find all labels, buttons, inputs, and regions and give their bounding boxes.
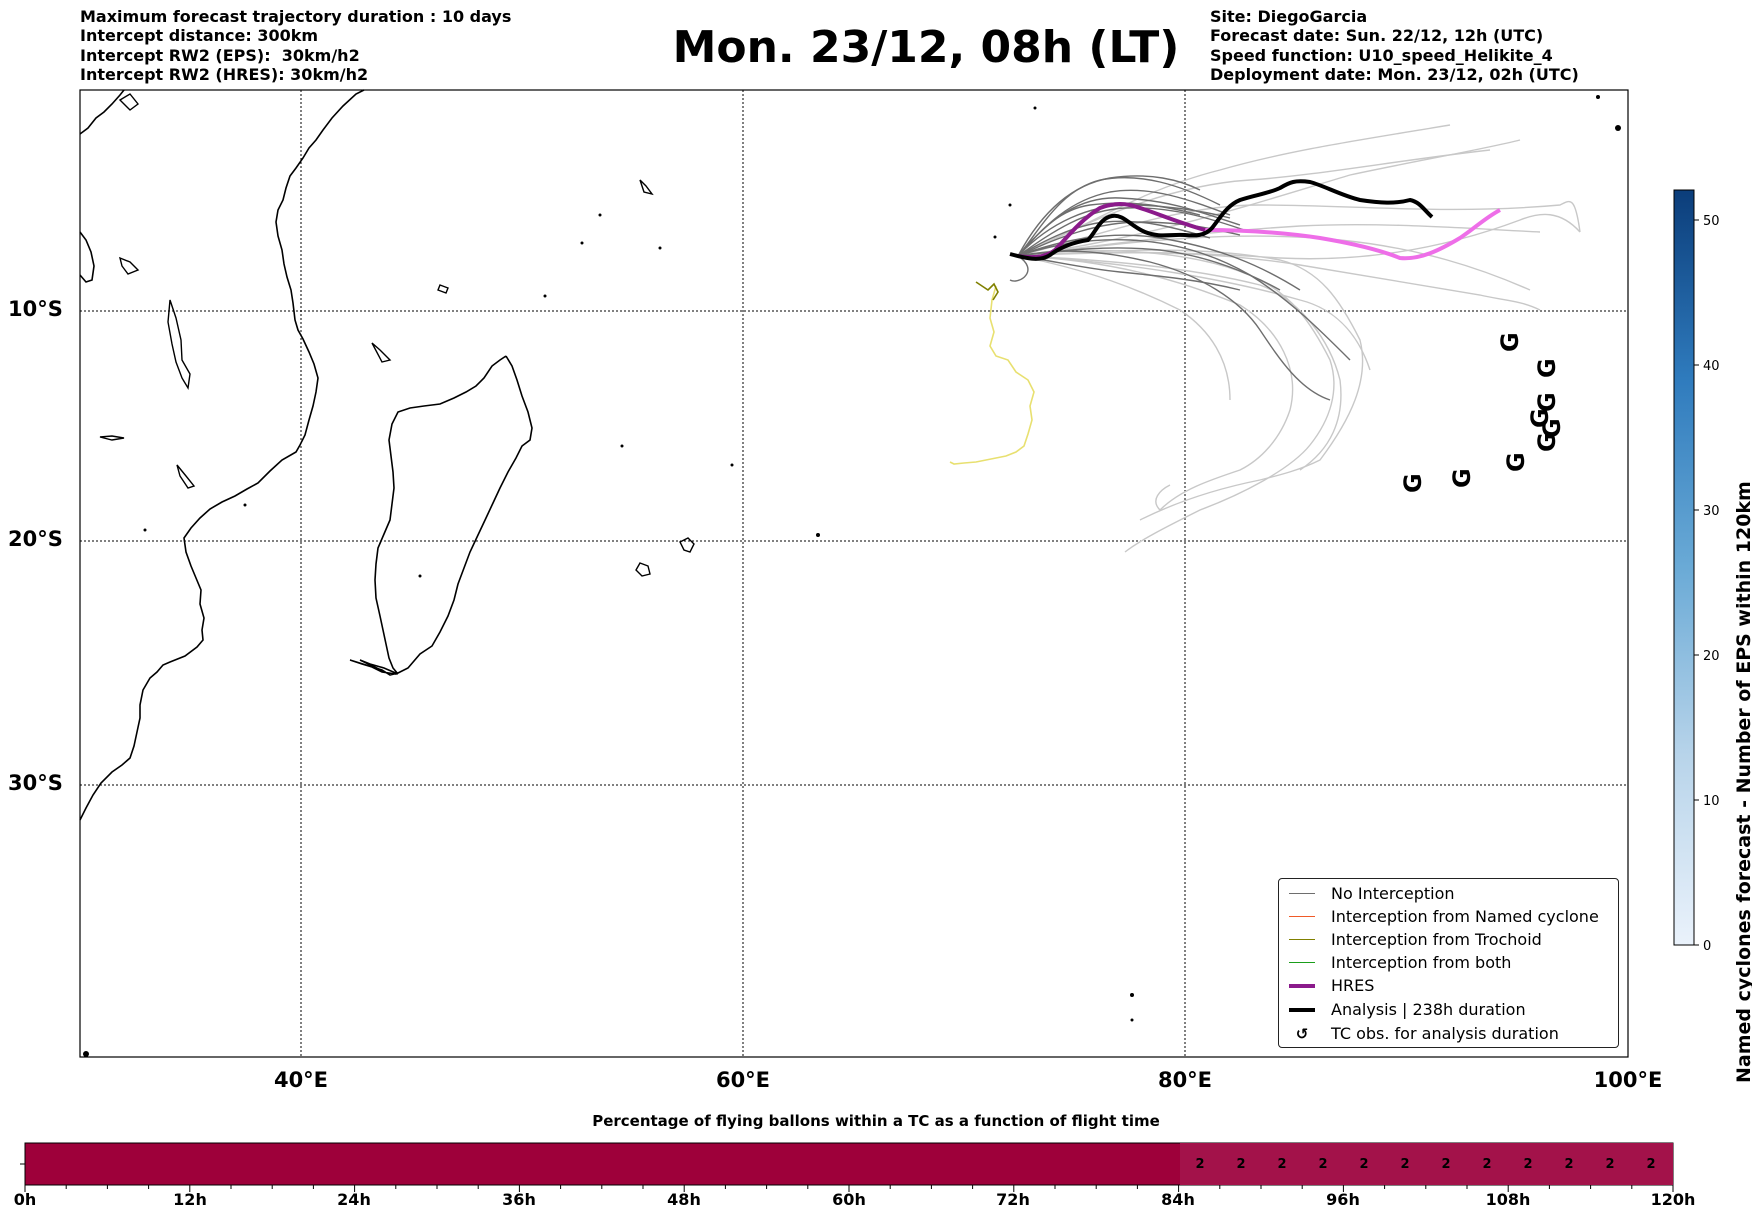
lon-label-80e: 80°E <box>1157 1068 1213 1092</box>
legend-item-analysis: Analysis | 238h duration <box>1279 998 1526 1021</box>
header-left-line-2: Intercept distance: 300km <box>80 26 319 45</box>
header-left-line-4: Intercept RW2 (HRES): 30km/h2 <box>80 65 369 84</box>
header-right-line-2: Forecast date: Sun. 22/12, 12h (UTC) <box>1210 26 1544 45</box>
tc-symbol-5: G <box>1538 418 1566 438</box>
hres-trajectory <box>1017 202 1206 260</box>
lon-label-100e: 100°E <box>1593 1068 1663 1092</box>
tc-symbol-6: G <box>1533 432 1561 452</box>
timeline-cell-6: 2 <box>1400 1157 1409 1172</box>
timeline-cell-8: 2 <box>1482 1157 1491 1172</box>
timeline-cell-2: 2 <box>1236 1157 1245 1172</box>
timeline-cell-4: 2 <box>1318 1157 1327 1172</box>
colorbar-tick-50: 50 <box>1703 214 1720 229</box>
header-right-line-3: Speed function: U10_speed_Helikite_4 <box>1210 46 1553 65</box>
legend-label-hres: HRES <box>1331 976 1375 995</box>
timeline-tick-0h: 0h <box>13 1190 37 1209</box>
small-islands <box>99 93 695 577</box>
africa-coastline <box>79 89 365 821</box>
header-left-line-3: Intercept RW2 (EPS): 30km/h2 <box>80 46 360 65</box>
legend-swatch-trochoid <box>1289 938 1315 941</box>
timeline-title: Percentage of flying ballons within a TC… <box>592 1112 1160 1130</box>
timeline-cell-9: 2 <box>1523 1157 1532 1172</box>
colorbar-label: Named cyclones forecast - Number of EPS … <box>1733 481 1752 1083</box>
timeline-tick-24h: 24h <box>337 1190 371 1209</box>
legend-label-analysis: Analysis | 238h duration <box>1331 1000 1526 1019</box>
legend-item-named-cyclone: Interception from Named cyclone <box>1279 905 1599 928</box>
timeline-tick-60h: 60h <box>832 1190 866 1209</box>
legend-label-trochoid: Interception from Trochoid <box>1331 930 1542 949</box>
lat-label-10s: 10°S <box>8 297 63 321</box>
colorbar-tick-10: 10 <box>1703 794 1720 809</box>
timeline-cell-7: 2 <box>1441 1157 1450 1172</box>
legend-item-both: Interception from both <box>1279 951 1511 974</box>
legend-item-hres: HRES <box>1279 974 1374 997</box>
timeline-tick-36h: 36h <box>502 1190 536 1209</box>
legend-label-tc-obs: TC obs. for analysis duration <box>1331 1024 1559 1043</box>
legend-label-both: Interception from both <box>1331 953 1512 972</box>
legend-label-no-interception: No Interception <box>1331 884 1455 903</box>
timeline-cell-10: 2 <box>1564 1157 1573 1172</box>
timeline-tick-108h: 108h <box>1485 1190 1531 1209</box>
timeline-tick-12h: 12h <box>173 1190 207 1209</box>
legend-item-no-interception: No Interception <box>1279 882 1455 905</box>
tiny-islands <box>83 95 1621 1057</box>
timeline-cell-1: 2 <box>1195 1157 1204 1172</box>
colorbar-tick-40: 40 <box>1703 359 1720 374</box>
legend-item-tc-obs: ↺ TC obs. for analysis duration <box>1279 1022 1559 1045</box>
timeline-tick-72h: 72h <box>996 1190 1030 1209</box>
tc-symbol-4: G <box>1526 408 1554 428</box>
timeline-cell-12: 2 <box>1646 1157 1655 1172</box>
analysis-trajectory <box>1009 179 1434 261</box>
timeline-tick-48h: 48h <box>667 1190 701 1209</box>
tc-symbol-7: G <box>1502 452 1530 472</box>
colorbar-tick-20: 20 <box>1703 649 1720 664</box>
lon-label-60e: 60°E <box>715 1068 771 1092</box>
tc-symbol-icon: ↺ <box>1295 1024 1309 1043</box>
legend: No Interception Interception from Named … <box>1278 878 1619 1048</box>
hres-extension <box>1204 208 1501 261</box>
tc-symbol-8: G <box>1448 468 1476 488</box>
eps-light-trajectories <box>1017 124 1581 553</box>
legend-swatch-both <box>1289 961 1315 964</box>
timeline-cell-11: 2 <box>1605 1157 1614 1172</box>
colorbar <box>1673 189 1695 946</box>
graticule <box>80 90 1628 1057</box>
map-frame <box>79 89 1629 1058</box>
lat-label-30s: 30°S <box>8 771 63 795</box>
tc-symbol-9: G <box>1399 473 1427 493</box>
tc-symbol-2: G <box>1533 358 1561 378</box>
trochoid-trajectory-dark <box>975 281 999 301</box>
page-title: Mon. 23/12, 08h (LT) <box>672 22 1180 73</box>
legend-swatch-hres <box>1289 983 1315 988</box>
timeline-cell-values: 2 2 2 2 2 2 2 2 2 2 2 2 <box>1195 1157 1655 1172</box>
header-left-line-1: Maximum forecast trajectory duration : 1… <box>80 7 512 26</box>
timeline-tick-84h: 84h <box>1161 1190 1195 1209</box>
timeline-cell-5: 2 <box>1359 1157 1368 1172</box>
colorbar-tick-30: 30 <box>1703 504 1720 519</box>
tc-symbol-1: G <box>1496 332 1524 352</box>
madagascar-coastline <box>349 355 533 676</box>
lat-label-20s: 20°S <box>8 527 63 551</box>
legend-swatch-no-interception <box>1289 892 1315 895</box>
legend-swatch-named-cyclone <box>1289 915 1315 918</box>
timeline-tick-120h: 120h <box>1650 1190 1696 1209</box>
header-right-line-1: Site: DiegoGarcia <box>1210 7 1368 26</box>
tc-observations: G G G G G G G G G <box>1399 332 1566 493</box>
timeline-tick-96h: 96h <box>1326 1190 1360 1209</box>
colorbar-tick-0: 0 <box>1703 939 1711 954</box>
legend-item-trochoid: Interception from Trochoid <box>1279 928 1542 951</box>
eps-dark-trajectories <box>1009 175 1351 401</box>
legend-swatch-analysis <box>1289 1007 1315 1012</box>
timeline-cell-3: 2 <box>1277 1157 1286 1172</box>
legend-label-named-cyclone: Interception from Named cyclone <box>1331 907 1599 926</box>
header-right-line-4: Deployment date: Mon. 23/12, 02h (UTC) <box>1210 65 1579 84</box>
timeline-ticks <box>24 1185 1674 1192</box>
timeline-tc-segment <box>1180 1143 1673 1185</box>
colorbar-ticks <box>1694 219 1699 946</box>
trochoid-trajectory-light <box>949 285 1035 465</box>
tc-symbol-3: G <box>1533 392 1561 412</box>
lon-label-40e: 40°E <box>273 1068 329 1092</box>
colorbar-tick-labels: 0 10 20 30 40 50 <box>1703 214 1720 954</box>
